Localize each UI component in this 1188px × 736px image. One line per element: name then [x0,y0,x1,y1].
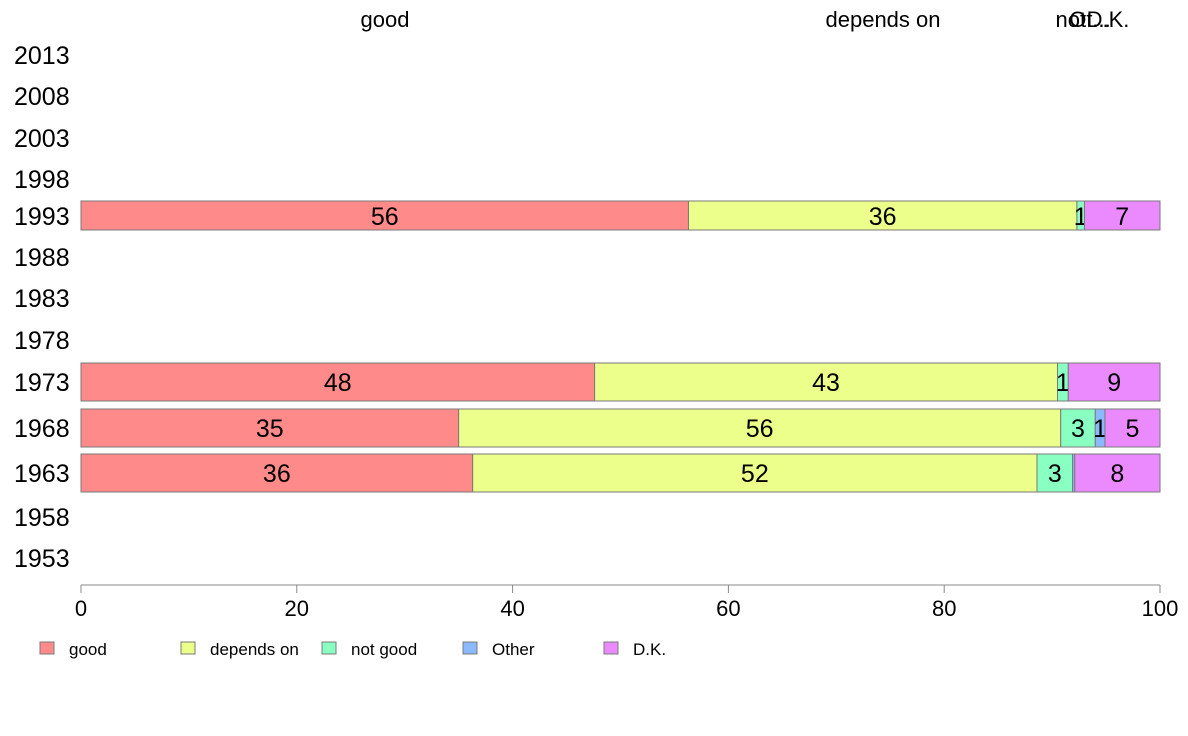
data-label: 7 [1115,203,1129,231]
x-tick-label: 20 [285,596,309,621]
bar-segment [1067,362,1161,402]
bar-segment [80,362,596,402]
top-category-label: not... [1056,7,1105,32]
legend-swatch [462,641,478,655]
year-label: 1968 [14,415,70,443]
year-label: 1983 [14,285,70,313]
legend-label: good [69,640,107,659]
legend-swatch [39,641,55,655]
x-tick-label: 0 [75,596,87,621]
bar-segment [472,453,1038,493]
year-label: 1998 [14,166,70,194]
bar-segment [594,362,1058,402]
bar-segment [1104,408,1161,448]
top-category-label: good [361,7,410,32]
bar-segment [1083,200,1161,231]
bar-segment [687,200,1078,231]
data-label: 35 [256,415,284,443]
bar-segment [80,200,689,231]
data-label: 3 [1071,415,1085,443]
data-label: 9 [1107,369,1121,397]
legend-label: Other [492,640,535,659]
year-label: 1988 [14,244,70,272]
x-tick-label: 40 [500,596,524,621]
data-label: 56 [371,203,399,231]
data-label: 56 [746,415,774,443]
year-label: 1963 [14,460,70,488]
bar-segment [1060,408,1096,448]
data-label: 52 [741,460,769,488]
data-label: 43 [812,369,840,397]
legend-label: not good [351,640,417,659]
legend-label: D.K. [633,640,666,659]
bar-segment [80,408,460,448]
year-label: 2013 [14,42,70,70]
year-label: 1953 [14,545,70,573]
year-label: 2008 [14,83,70,111]
data-label: 5 [1126,415,1140,443]
data-label: 36 [263,460,291,488]
legend-swatch [603,641,619,655]
x-tick-label: 60 [716,596,740,621]
bar-segment [80,453,474,493]
data-label: 1 [1093,415,1107,443]
year-label: 1958 [14,504,70,532]
data-label: 36 [869,203,897,231]
data-label: 3 [1048,460,1062,488]
data-label: 1 [1056,369,1070,397]
legend-label: depends on [210,640,299,659]
x-tick-label: 80 [932,596,956,621]
data-label: 8 [1110,460,1124,488]
x-tick-label: 100 [1142,596,1179,621]
year-label: 1993 [14,203,70,231]
top-category-label: depends on [826,7,941,32]
top-category-label: Ot... [1069,7,1111,32]
data-label: 48 [324,369,352,397]
year-label: 2003 [14,125,70,153]
legend-swatch [180,641,196,655]
bar-segment [1074,453,1161,493]
bar-segment [1036,453,1074,493]
legend-swatch [321,641,337,655]
year-label: 1978 [14,327,70,355]
top-category-label: D.K. [1087,7,1130,32]
year-label: 1973 [14,369,70,397]
